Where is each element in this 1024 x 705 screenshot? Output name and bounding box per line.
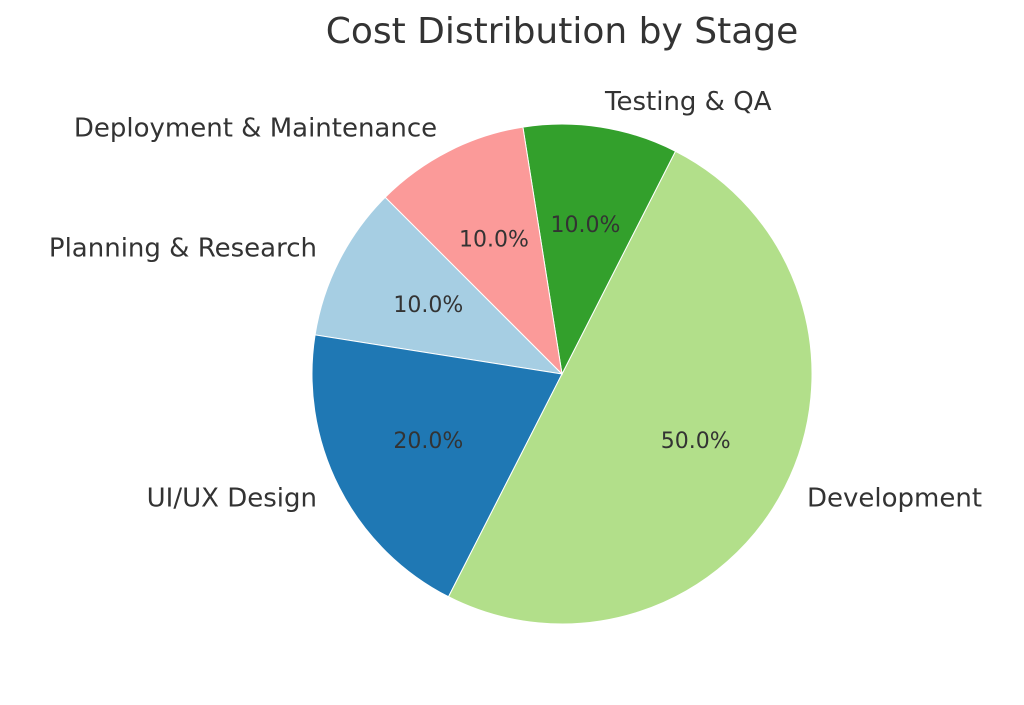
- chart-title: Cost Distribution by Stage: [325, 11, 799, 52]
- pct-label-ui-ux-design: 20.0%: [393, 429, 463, 454]
- pie-slice-development: [447, 150, 813, 625]
- category-label-testing-qa: Testing & QA: [604, 87, 772, 117]
- pct-label-development: 50.0%: [661, 429, 731, 454]
- pie-slice-deployment-maintenance: [384, 126, 563, 376]
- pie-slice-ui-ux-design: [311, 334, 563, 598]
- category-label-development: Development: [807, 483, 982, 513]
- pie-slice-planning-research: [314, 196, 564, 375]
- category-labels: Planning & Research UI/UX Design Developme…: [49, 87, 982, 513]
- pct-label-testing-qa: 10.0%: [551, 213, 621, 238]
- pct-label-planning-research: 10.0%: [393, 293, 463, 318]
- category-label-planning-research: Planning & Research: [49, 234, 317, 264]
- pie-slice-testing-qa: [522, 123, 677, 376]
- percentage-labels: 10.0% 20.0% 50.0% 10.0% 10.0%: [393, 213, 730, 454]
- category-label-ui-ux-design: UI/UX Design: [147, 483, 317, 513]
- pct-label-deployment-maintenance: 10.0%: [459, 227, 529, 252]
- pie-slices: [311, 123, 813, 625]
- category-label-deployment-maintenance: Deployment & Maintenance: [74, 113, 437, 143]
